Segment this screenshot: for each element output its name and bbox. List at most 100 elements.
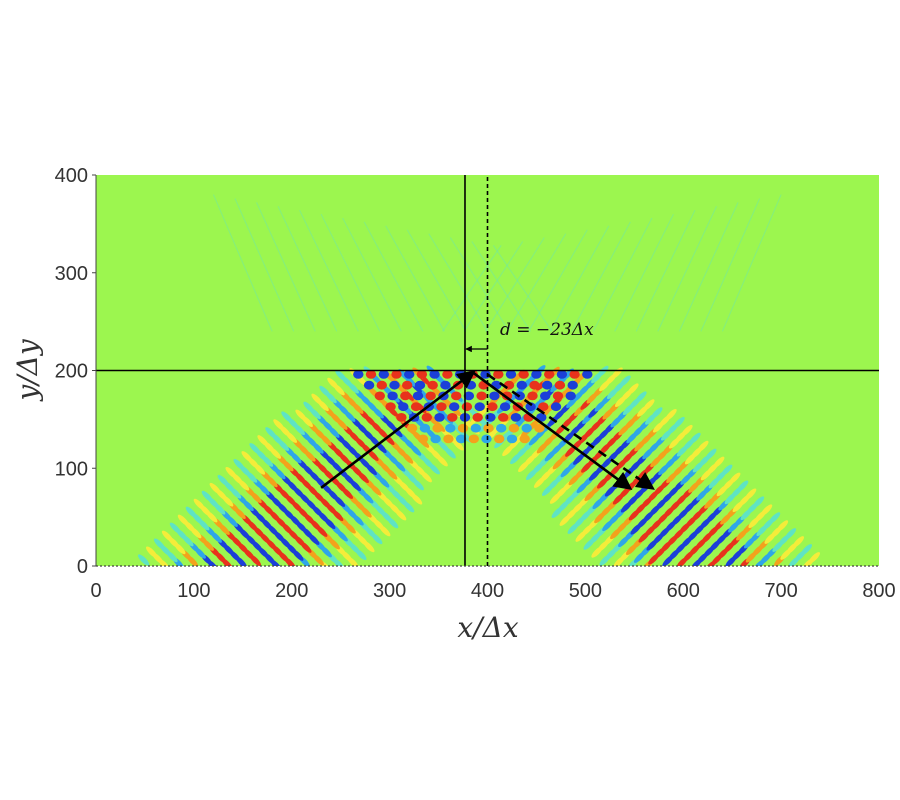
interference-cell xyxy=(496,423,507,433)
beam-arrow-incident xyxy=(320,370,476,489)
interference-cell xyxy=(506,434,518,444)
interference-cell xyxy=(419,423,431,433)
faint-wavefront xyxy=(506,233,567,332)
x-tick-label: 600 xyxy=(667,580,700,602)
reflected-wavefront xyxy=(697,440,709,453)
interference-cell xyxy=(374,391,385,401)
interference-cell xyxy=(365,370,377,379)
x-tick-label: 700 xyxy=(764,580,797,602)
interference-cell xyxy=(449,402,460,412)
interference-cell xyxy=(582,370,593,379)
interference-cell xyxy=(499,402,511,412)
interference-cell xyxy=(542,380,553,390)
x-axis-title: x/Δx xyxy=(457,611,518,644)
interference-cell xyxy=(378,370,389,379)
reflected-wavefront xyxy=(745,488,757,500)
incident-wavefront xyxy=(249,443,261,455)
faint-wavefront xyxy=(528,229,588,332)
x-tick-label: 800 xyxy=(862,580,895,602)
incident-wavefront xyxy=(145,546,158,558)
reflected-wavefront xyxy=(635,391,647,403)
incident-wavefront xyxy=(185,506,197,518)
interference-cell xyxy=(427,380,438,390)
incident-wavefront xyxy=(177,514,190,526)
interference-cell xyxy=(396,413,407,422)
interference-cell xyxy=(505,370,517,379)
beam-arrow-reflected_reference xyxy=(486,373,655,490)
interference-cell xyxy=(540,391,551,401)
reflected-wavefront xyxy=(792,536,805,548)
interference-cell xyxy=(487,402,498,412)
shift-annotation: d = −23Δx xyxy=(500,320,594,340)
beam-arrow-reflected xyxy=(472,371,633,490)
interference-cell xyxy=(417,434,429,444)
faint-wavefront xyxy=(485,237,545,332)
faint-wavefront xyxy=(471,241,532,332)
reflected-wavefront xyxy=(752,496,765,508)
interference-cell xyxy=(494,434,505,444)
interference-cell xyxy=(493,370,504,379)
reflected-wavefront xyxy=(681,424,693,437)
interference-cell xyxy=(525,402,536,412)
incident-wavefront xyxy=(153,538,166,550)
interference-cell xyxy=(457,423,469,433)
interference-cell xyxy=(529,380,540,390)
interference-cell xyxy=(538,402,549,412)
interference-cell xyxy=(442,370,453,379)
reflected-wavefront xyxy=(619,375,631,387)
incident-wavefront xyxy=(241,451,253,463)
faint-wavefront xyxy=(234,198,295,332)
interference-cell xyxy=(376,380,387,390)
interference-cell xyxy=(451,391,462,401)
incident-wavefront xyxy=(137,554,150,566)
faint-wavefront xyxy=(657,206,718,332)
x-tick-label: 100 xyxy=(177,580,210,602)
interference-cell xyxy=(416,370,428,379)
faint-wavefront xyxy=(635,209,696,332)
y-tick-label: 200 xyxy=(55,361,88,383)
interference-cell xyxy=(430,434,441,444)
y-tick-label: 400 xyxy=(55,165,88,187)
interference-cell xyxy=(421,413,432,422)
reflected-wavefront xyxy=(737,480,749,492)
faint-wavefront xyxy=(428,233,489,332)
interference-cell xyxy=(521,423,532,433)
faint-wavefront xyxy=(406,229,467,332)
interference-cell xyxy=(455,434,467,444)
faint-wavefront xyxy=(212,194,273,332)
y-tick-label: 300 xyxy=(55,263,88,285)
x-tick-label: 200 xyxy=(275,580,308,602)
interference-cell xyxy=(519,434,530,444)
incident-wavefront xyxy=(193,498,205,511)
wave-field xyxy=(137,194,821,566)
interference-cell xyxy=(425,391,436,401)
faint-wavefront xyxy=(385,225,445,332)
faint-wavefront xyxy=(549,225,610,332)
faint-wavefront xyxy=(441,245,502,332)
incident-wavefront xyxy=(295,409,307,421)
incident-wavefront xyxy=(319,385,331,398)
faint-wavefront xyxy=(449,237,510,332)
y-tick-label: 0 xyxy=(77,556,88,578)
interference-cell xyxy=(461,402,473,412)
interference-cell xyxy=(565,391,576,401)
reflected-wavefront xyxy=(808,552,821,564)
faint-wavefront xyxy=(592,217,653,332)
interference-cell xyxy=(550,402,562,412)
interference-cell xyxy=(414,380,426,390)
interference-cell xyxy=(454,370,466,379)
interference-cell xyxy=(400,391,411,401)
incident-wavefront xyxy=(225,466,237,479)
interference-cell xyxy=(569,370,580,379)
interference-cell xyxy=(389,380,400,390)
interference-cell xyxy=(534,423,545,433)
interference-cell xyxy=(465,380,477,390)
interference-cell xyxy=(402,380,413,390)
incident-wavefront xyxy=(169,522,182,534)
reflected-wavefront xyxy=(760,504,773,516)
interference-cell xyxy=(447,413,458,422)
faint-wavefront xyxy=(463,241,524,332)
interference-cell xyxy=(404,370,415,379)
reflected-wavefront xyxy=(651,407,663,419)
